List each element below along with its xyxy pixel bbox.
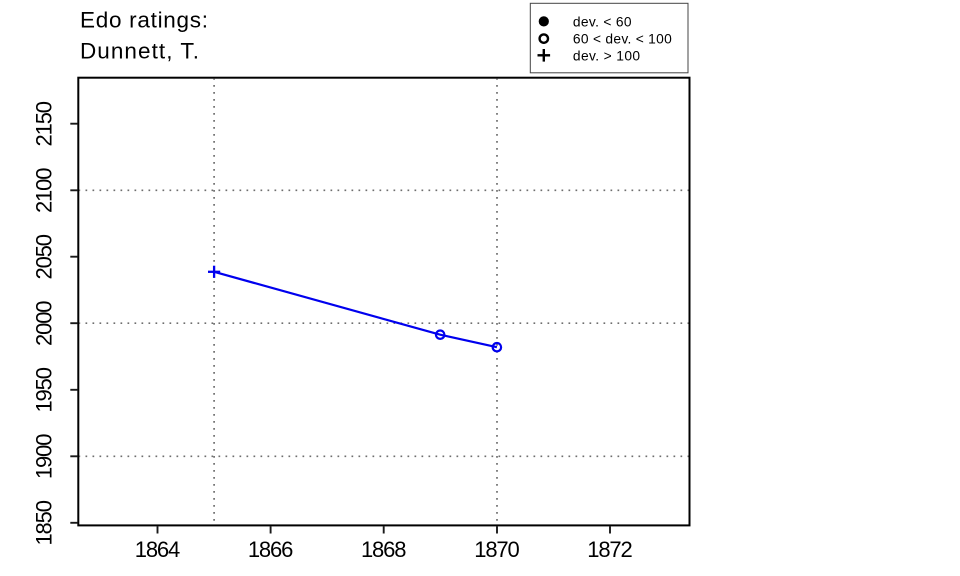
svg-text:1850: 1850 [32,500,57,546]
svg-text:2150: 2150 [32,101,57,147]
svg-text:dev. > 100: dev. > 100 [573,49,641,64]
svg-text:1900: 1900 [32,434,57,480]
svg-text:dev. < 60: dev. < 60 [573,15,632,30]
svg-text:1866: 1866 [248,537,294,562]
svg-text:Edo ratings:: Edo ratings: [80,8,208,33]
svg-text:1950: 1950 [32,367,57,413]
svg-text:Dunnett, T.: Dunnett, T. [80,38,199,63]
svg-text:1868: 1868 [361,537,407,562]
svg-text:1872: 1872 [587,537,633,562]
svg-text:60 < dev. < 100: 60 < dev. < 100 [573,32,672,47]
svg-text:2050: 2050 [32,234,57,280]
svg-text:2000: 2000 [32,300,57,346]
svg-text:2100: 2100 [32,168,57,214]
svg-text:1870: 1870 [474,537,520,562]
svg-text:1864: 1864 [135,537,181,562]
